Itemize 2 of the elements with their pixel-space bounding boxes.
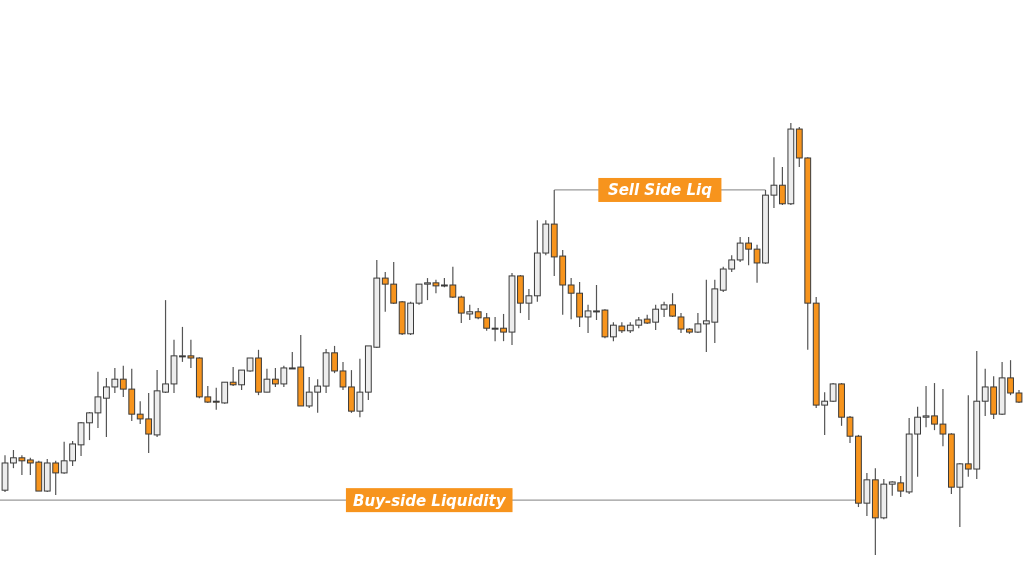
ref-line-label: Buy-side Liquidity bbox=[353, 491, 507, 510]
ref-line-label: Sell Side Liq bbox=[607, 181, 713, 200]
